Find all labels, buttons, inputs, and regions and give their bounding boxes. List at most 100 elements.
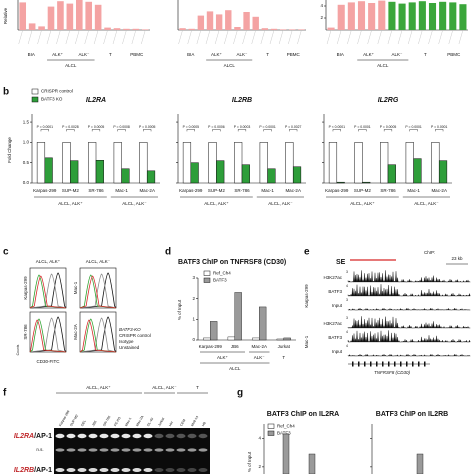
bar: [94, 4, 102, 31]
tick-label-stub: [93, 29, 99, 45]
label: Mac-2A: [431, 188, 447, 193]
histogram-curve: [79, 316, 117, 353]
band: [165, 468, 175, 472]
histogram-curve: [29, 273, 67, 309]
bar: [113, 28, 121, 30]
legend-swatch: [203, 277, 211, 283]
label: 23 kb: [451, 256, 463, 261]
label: Jurkat: [278, 344, 291, 349]
tick-label-stub: [103, 29, 108, 45]
label: 4: [320, 3, 323, 8]
label: P < 0.0001: [329, 125, 346, 129]
bar: [113, 142, 122, 184]
label: SR-786: [380, 188, 396, 193]
bar: [378, 0, 386, 30]
bar: [292, 166, 302, 184]
bar: [408, 2, 416, 31]
bar: [210, 321, 218, 341]
band: [55, 468, 65, 472]
bar: [380, 142, 389, 184]
histogram-curve: [79, 274, 117, 309]
label: Karpas-299: [23, 276, 28, 300]
label: Input: [332, 303, 343, 308]
band: [132, 433, 142, 439]
bar: [141, 29, 149, 30]
label: % of Input: [177, 299, 182, 320]
label: ALK⁺: [217, 355, 229, 360]
bar: [431, 142, 440, 184]
label: ALK⁺: [211, 52, 223, 57]
tick-label-stub: [347, 29, 352, 45]
label: 2: [320, 15, 323, 20]
tick-label-stub: [37, 29, 42, 45]
label: PBMC: [130, 52, 144, 57]
label: Mac-1: [124, 417, 132, 427]
label: P = 0.0008: [113, 125, 130, 129]
histogram-frame: [79, 311, 117, 353]
label: P = 0.0005: [139, 125, 156, 129]
label: 3: [192, 275, 195, 280]
tick-label-stub: [269, 29, 275, 45]
gene-name: IL2RA: [14, 433, 34, 440]
label: FE-PD: [113, 416, 122, 427]
bar: [146, 170, 156, 184]
bar: [328, 142, 338, 184]
label: 0.5: [23, 160, 30, 165]
gel: [54, 428, 210, 474]
label: Unstained: [119, 345, 140, 350]
bar: [47, 6, 55, 30]
band: [132, 468, 142, 472]
bar: [36, 142, 46, 184]
legend-swatch: [267, 430, 275, 436]
label: BATF3: [328, 289, 342, 294]
bar: [308, 453, 316, 474]
tick-label-stub: [75, 29, 80, 45]
label: Mac-2A: [135, 414, 145, 427]
bar: [28, 23, 36, 30]
exon: [424, 361, 426, 367]
label: JB6: [91, 420, 97, 427]
bar: [215, 14, 223, 30]
label: Karpas-299: [33, 188, 57, 193]
label: Relative: [3, 7, 8, 24]
label: Mac-2A: [73, 324, 78, 340]
bar: [282, 433, 290, 474]
band: [66, 448, 76, 452]
label: Mac-1: [261, 188, 274, 193]
label: Mac-1: [304, 335, 309, 348]
bar: [70, 160, 79, 184]
label: ALCL: [65, 63, 77, 68]
histogram-frame: [29, 311, 67, 353]
label: T: [282, 355, 285, 360]
label: P = 0.0005: [380, 125, 397, 129]
label: IL2RB: [232, 97, 252, 104]
bar: [418, 1, 426, 30]
band: [176, 448, 186, 452]
label: ALK⁻: [392, 52, 404, 57]
label: Karpas-299: [199, 344, 223, 349]
histogram-curve: [79, 272, 117, 309]
label: BATF3 ChIP on IL2RB: [376, 411, 448, 418]
label: H3K27ac: [323, 275, 342, 280]
bar: [234, 142, 243, 184]
tick-label-stub: [65, 29, 71, 45]
band: [187, 468, 197, 472]
bar: [123, 28, 130, 30]
bar: [387, 164, 396, 184]
tick-label-stub: [408, 29, 413, 45]
band: [143, 468, 153, 472]
signal-track: [347, 270, 471, 283]
legend-swatch: [31, 96, 39, 103]
label: PBMC: [287, 52, 301, 57]
label: ALCL: [224, 63, 236, 68]
bar: [132, 28, 140, 30]
legend-swatch: [203, 270, 211, 276]
label: 0: [192, 337, 195, 342]
bar: [413, 158, 422, 184]
label: ALK⁻: [79, 52, 91, 57]
label: BATF3: [328, 335, 342, 340]
tick-label-stub: [357, 29, 362, 45]
label: P = 0.0001: [354, 125, 371, 129]
row-label: IL2RB/AP-1: [14, 467, 52, 474]
